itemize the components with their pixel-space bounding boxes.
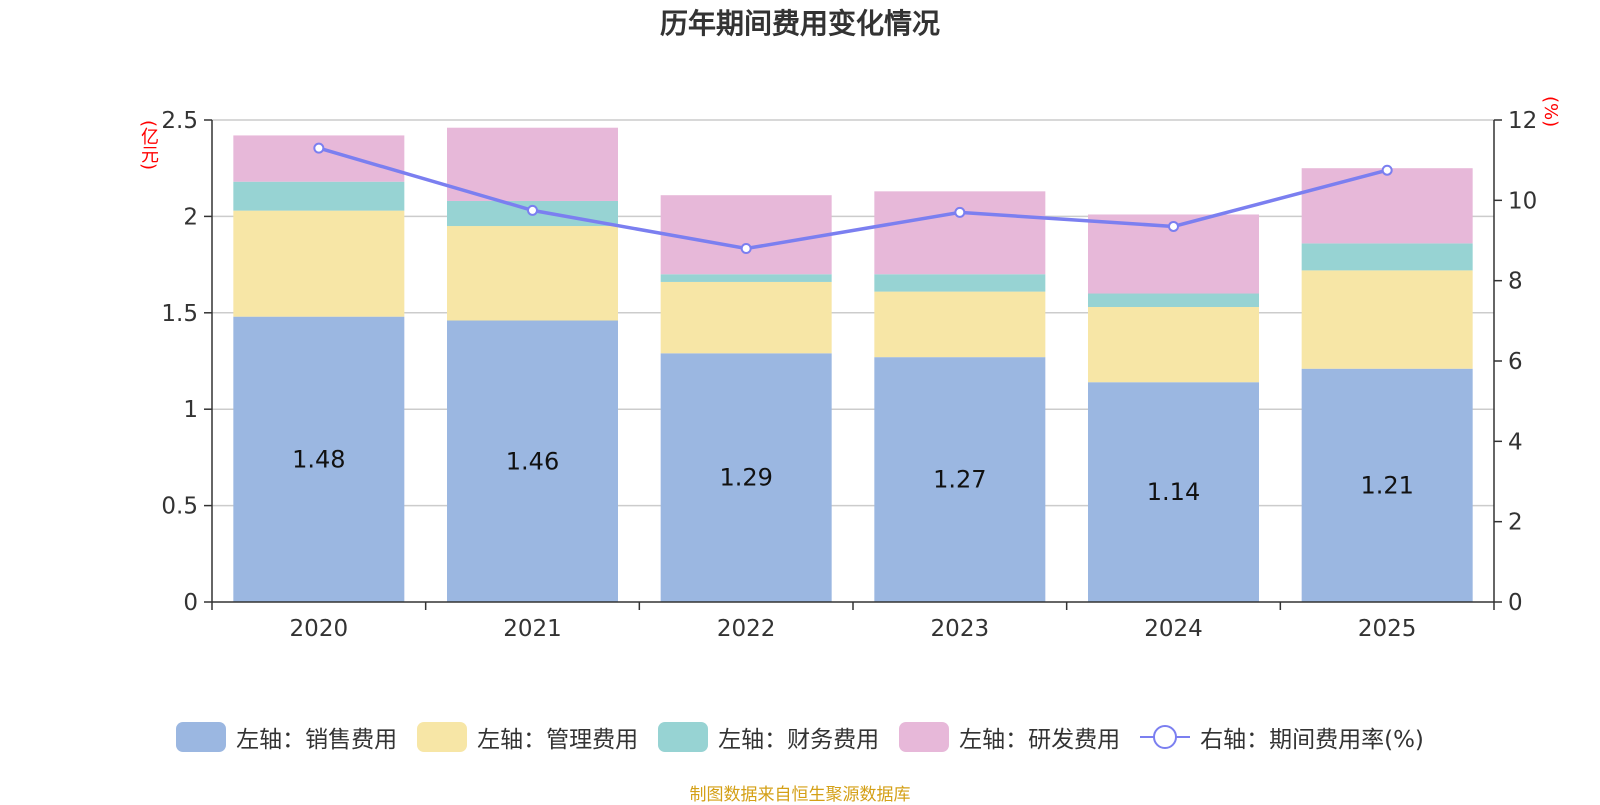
legend-swatch-rate (1140, 722, 1191, 752)
right-axis-tick-label: 12 (1508, 108, 1537, 134)
left-axis-tick-label: 0.5 (161, 494, 198, 520)
rate-point-2023 (954, 206, 966, 218)
bar-admin-2023 (874, 291, 1046, 358)
bar-admin-2025 (1301, 270, 1473, 369)
bar-finance-2023 (874, 274, 1046, 292)
bar-sales-2021 (447, 320, 618, 602)
legend-item-sales[interactable]: 左轴：销售费用 (176, 720, 397, 754)
legend-label-finance: 左轴：财务费用 (718, 727, 880, 753)
data-label: 1.48 (292, 445, 345, 473)
data-label: 1.29 (719, 464, 772, 492)
legend-swatch-sales (176, 722, 227, 752)
bar-sales-2022 (660, 353, 832, 602)
bar-admin-2020 (233, 210, 405, 317)
left-axis-tick-label: 1 (183, 397, 198, 423)
right-axis-tick-label: 0 (1508, 590, 1523, 616)
bar-admin-2024 (1088, 307, 1259, 383)
right-axis-unit: (%) (1540, 96, 1561, 128)
legend-item-finance[interactable]: 左轴：财务费用 (658, 720, 879, 754)
legend-item-admin[interactable]: 左轴：管理费用 (417, 720, 638, 754)
legend-swatch-finance (658, 722, 709, 752)
rate-point-2021 (527, 204, 538, 216)
legend-swatch-rnd (899, 722, 950, 752)
left-axis-tick-label: 1.5 (161, 301, 198, 327)
right-axis-tick-label: 8 (1508, 269, 1523, 295)
data-source: 制图数据来自恒生聚源数据库 (689, 785, 911, 805)
bar-finance-2025 (1301, 243, 1473, 271)
legend-label-rnd: 左轴：研发费用 (959, 727, 1121, 753)
bar-admin-2021 (447, 226, 618, 321)
x-axis-tick-label: 2021 (503, 616, 562, 642)
bar-rnd-2025 (1301, 168, 1473, 244)
rate-point-2022 (740, 243, 752, 255)
legend-label-rate: 右轴：期间费用率(%) (1200, 727, 1424, 753)
x-axis-tick-label: 2024 (1144, 616, 1203, 642)
left-axis-unit: (亿元) (138, 120, 159, 171)
bar-sales-2020 (233, 316, 405, 602)
bar-rnd-2022 (660, 195, 832, 275)
bar-rnd-2021 (447, 127, 618, 201)
bar-rnd-2023 (874, 191, 1046, 275)
bar-admin-2022 (660, 281, 832, 354)
legend-label-sales: 左轴：销售费用 (236, 727, 398, 753)
right-axis-tick-label: 10 (1508, 188, 1537, 214)
left-axis-tick-label: 2 (183, 204, 198, 230)
right-axis-tick-label: 4 (1508, 429, 1523, 455)
rate-point-2020 (313, 142, 325, 154)
legend: 左轴：销售费用 左轴：管理费用 左轴：财务费用 左轴：研发费用 右轴：期间费用率… (0, 720, 1600, 754)
x-axis-tick-label: 2022 (717, 616, 776, 642)
bar-sales-2025 (1301, 368, 1473, 602)
x-axis-tick-label: 2025 (1358, 616, 1417, 642)
bar-sales-2023 (874, 357, 1046, 602)
right-axis-tick-label: 6 (1508, 349, 1523, 375)
bar-finance-2022 (660, 274, 832, 282)
chart-title: 历年期间费用变化情况 (659, 7, 940, 40)
bar-finance-2024 (1088, 293, 1259, 308)
legend-label-admin: 左轴：管理费用 (477, 727, 639, 753)
rate-point-2024 (1168, 220, 1179, 232)
data-label: 1.46 (506, 447, 559, 475)
data-label: 1.14 (1147, 478, 1200, 506)
right-axis-tick-label: 2 (1508, 510, 1523, 536)
left-axis-tick-label: 0 (183, 590, 198, 616)
legend-swatch-admin (417, 722, 468, 752)
x-axis-tick-label: 2023 (931, 616, 990, 642)
legend-item-rnd[interactable]: 左轴：研发费用 (899, 720, 1120, 754)
rate-line (318, 146, 1388, 251)
legend-item-rate[interactable]: 右轴：期间费用率(%) (1140, 720, 1424, 754)
data-label: 1.27 (933, 466, 986, 494)
left-axis-tick-label: 2.5 (161, 108, 198, 134)
bar-finance-2020 (233, 181, 405, 211)
data-label: 1.21 (1360, 471, 1413, 499)
bar-rnd-2020 (233, 135, 405, 182)
bar-sales-2024 (1088, 382, 1259, 602)
x-axis-tick-label: 2020 (290, 616, 349, 642)
rate-point-2025 (1381, 164, 1393, 176)
